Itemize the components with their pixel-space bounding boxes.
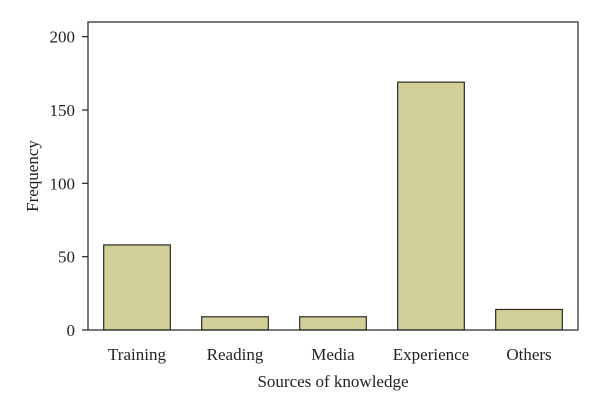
- bar-media: [299, 316, 367, 331]
- x-tick-label-reading: Reading: [207, 345, 264, 364]
- y-tick-label: 200: [50, 28, 76, 47]
- x-tick-label-training: Training: [108, 345, 166, 364]
- x-axis-title: Sources of knowledge: [257, 372, 408, 391]
- y-tick-label: 150: [50, 101, 76, 120]
- x-axis: Training Reading Media Experience Others: [108, 345, 552, 364]
- y-tick-label: 100: [50, 174, 76, 193]
- x-tick-label-experience: Experience: [393, 345, 469, 364]
- bar-reading: [201, 316, 269, 331]
- y-axis: 0 50 100 150 200: [50, 28, 88, 340]
- plot-frame: [87, 21, 579, 331]
- bar-training: [103, 244, 171, 331]
- y-axis-title: Frequency: [23, 140, 42, 212]
- y-tick-label: 0: [67, 321, 76, 340]
- bar-others: [495, 308, 563, 331]
- y-tick-label: 50: [58, 248, 75, 267]
- bars-group: [103, 81, 563, 331]
- bar-experience: [397, 81, 465, 331]
- x-tick-label-media: Media: [311, 345, 355, 364]
- x-tick-label-others: Others: [506, 345, 551, 364]
